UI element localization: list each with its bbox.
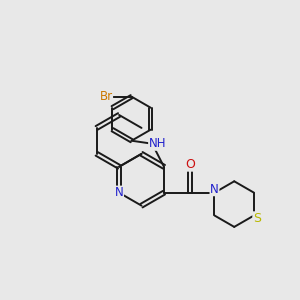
Text: O: O <box>185 158 195 171</box>
Text: N: N <box>210 183 219 196</box>
Text: NH: NH <box>149 137 166 150</box>
Text: N: N <box>115 186 124 199</box>
Text: Br: Br <box>99 90 112 103</box>
Text: S: S <box>253 212 261 225</box>
